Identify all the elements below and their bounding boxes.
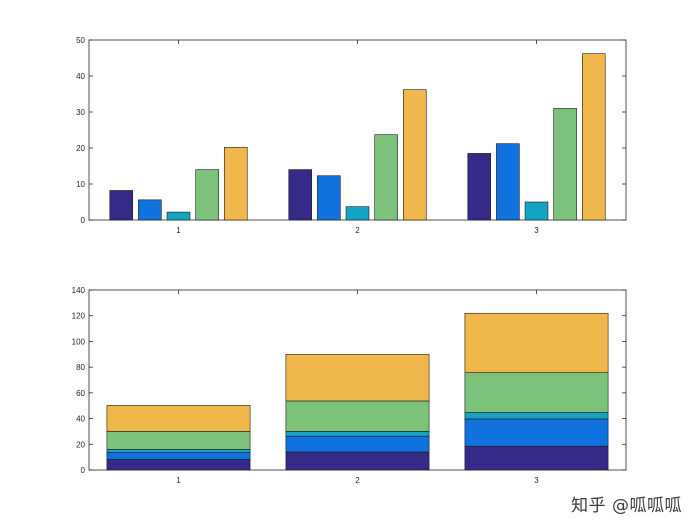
stack-segment-series-4-cat-3 bbox=[464, 372, 609, 413]
y-tick-label: 30 bbox=[76, 108, 85, 117]
y-tick-label: 100 bbox=[72, 337, 86, 346]
bar-series-2-cat-2 bbox=[317, 175, 341, 221]
stack-segment-series-2-cat-2 bbox=[285, 435, 430, 453]
stacked-bar-chart: 0 20 40 60 80 100 120 140 1 2 3 bbox=[72, 286, 627, 485]
y-tick-label: 20 bbox=[76, 440, 85, 449]
bar-series-5-cat-1 bbox=[224, 146, 248, 221]
y-tick-label: 80 bbox=[76, 363, 85, 372]
bar-series-1-cat-3 bbox=[467, 153, 491, 221]
x-tick-label: 1 bbox=[176, 226, 181, 235]
x-tick-label: 3 bbox=[534, 476, 539, 485]
stack-segment-series-2-cat-1 bbox=[106, 451, 251, 460]
y-tick-label: 120 bbox=[72, 312, 86, 321]
bar-series-3-cat-2 bbox=[345, 206, 370, 221]
y-tick-label: 0 bbox=[81, 216, 86, 225]
axes-box bbox=[88, 39, 627, 221]
stack-segment-series-5-cat-2 bbox=[285, 354, 430, 402]
y-tick-label: 0 bbox=[81, 466, 86, 475]
x-tick-label: 2 bbox=[355, 476, 360, 485]
stack-segment-series-3-cat-2 bbox=[285, 431, 430, 437]
stack-segment-series-1-cat-3 bbox=[464, 445, 609, 471]
bar-series-1-cat-2 bbox=[288, 169, 312, 221]
y-tick-label: 10 bbox=[76, 180, 85, 189]
x-tick-label: 1 bbox=[176, 476, 181, 485]
x-tick-label: 3 bbox=[534, 226, 539, 235]
bar-series-3-cat-3 bbox=[524, 201, 549, 221]
y-tick-label: 40 bbox=[76, 415, 85, 424]
bar-series-5-cat-3 bbox=[582, 53, 606, 221]
bar-series-4-cat-1 bbox=[195, 169, 219, 221]
stack-segment-series-5-cat-3 bbox=[464, 312, 609, 373]
y-tick-label: 20 bbox=[76, 144, 85, 153]
stack-segment-series-3-cat-1 bbox=[106, 449, 251, 453]
bar-series-4-cat-3 bbox=[553, 108, 577, 221]
x-tick-label: 2 bbox=[355, 226, 360, 235]
stack-segment-series-5-cat-1 bbox=[106, 405, 251, 432]
stack-segment-series-1-cat-1 bbox=[106, 459, 251, 471]
stack-segment-series-4-cat-2 bbox=[285, 400, 430, 432]
stack-segment-series-1-cat-2 bbox=[285, 451, 430, 471]
grouped-bar-chart: 0 10 20 30 40 50 1 2 3 bbox=[76, 36, 627, 235]
y-tick-label: 40 bbox=[76, 72, 85, 81]
stack-segment-series-4-cat-1 bbox=[106, 431, 251, 450]
bar-series-2-cat-1 bbox=[138, 199, 162, 221]
y-tick-label: 50 bbox=[76, 36, 85, 45]
bar-series-1-cat-1 bbox=[109, 190, 133, 221]
bar-series-4-cat-2 bbox=[374, 134, 398, 221]
bar-series-5-cat-2 bbox=[403, 89, 427, 221]
y-tick-label: 140 bbox=[72, 286, 86, 295]
bar-series-3-cat-1 bbox=[166, 211, 191, 221]
y-tick-label: 60 bbox=[76, 389, 85, 398]
bar-series-2-cat-3 bbox=[496, 143, 520, 221]
stack-segment-series-3-cat-3 bbox=[464, 412, 609, 420]
watermark-text: 知乎 @呱呱呱 bbox=[571, 496, 682, 516]
stack-segment-series-2-cat-3 bbox=[464, 418, 609, 447]
